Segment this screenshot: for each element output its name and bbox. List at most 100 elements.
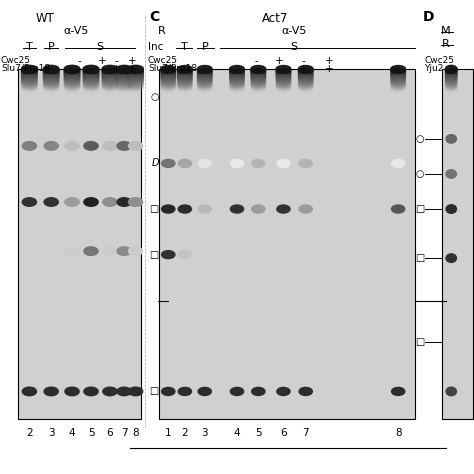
Ellipse shape [299,82,313,89]
Ellipse shape [21,71,37,78]
Ellipse shape [64,80,80,87]
Ellipse shape [102,82,118,89]
Text: S: S [96,42,103,52]
Text: Inc: Inc [148,42,163,52]
Ellipse shape [83,76,99,83]
Ellipse shape [21,74,37,81]
Ellipse shape [83,82,99,89]
Text: α-V5: α-V5 [63,26,89,36]
Ellipse shape [392,205,405,213]
Ellipse shape [21,78,37,84]
Text: +: + [299,64,308,74]
Ellipse shape [44,70,59,77]
Ellipse shape [44,76,59,83]
Ellipse shape [446,69,457,73]
Ellipse shape [277,159,290,167]
Text: -: - [301,56,305,66]
Ellipse shape [64,66,80,73]
Ellipse shape [251,80,265,86]
Ellipse shape [391,75,405,82]
Ellipse shape [299,67,313,73]
Ellipse shape [251,70,265,76]
Ellipse shape [128,142,143,150]
Text: □: □ [415,204,424,214]
Ellipse shape [44,65,59,72]
Ellipse shape [83,80,99,87]
Text: ○: ○ [416,134,424,144]
Ellipse shape [251,74,265,81]
Ellipse shape [21,80,37,87]
Ellipse shape [299,81,313,88]
Text: □: □ [149,386,159,396]
Text: -: - [100,64,104,74]
Ellipse shape [83,78,99,84]
Ellipse shape [178,83,192,90]
Ellipse shape [446,84,457,91]
Ellipse shape [117,67,132,74]
Text: 8: 8 [132,428,139,438]
Ellipse shape [161,70,175,76]
Ellipse shape [230,72,244,79]
Ellipse shape [83,83,99,90]
Ellipse shape [251,73,265,80]
Ellipse shape [230,73,244,80]
Ellipse shape [84,247,98,255]
Ellipse shape [128,81,143,88]
Ellipse shape [102,83,118,90]
Text: 7: 7 [302,428,309,438]
Ellipse shape [299,73,313,80]
Ellipse shape [178,82,192,89]
Ellipse shape [44,78,59,84]
Ellipse shape [178,71,192,77]
Ellipse shape [64,81,80,88]
Ellipse shape [128,83,143,90]
Ellipse shape [178,75,192,82]
Ellipse shape [178,79,192,85]
Ellipse shape [83,79,99,85]
Text: P: P [48,42,55,52]
Ellipse shape [178,78,192,84]
Ellipse shape [65,247,79,255]
Ellipse shape [22,69,37,73]
Ellipse shape [161,77,175,83]
Ellipse shape [276,78,291,84]
Ellipse shape [83,84,99,91]
Text: +: + [325,64,334,74]
Ellipse shape [230,70,244,76]
Ellipse shape [198,82,212,89]
Ellipse shape [391,74,405,81]
Text: Cwc25: Cwc25 [424,56,454,65]
Ellipse shape [21,75,37,82]
Ellipse shape [446,66,457,73]
Ellipse shape [102,71,118,78]
Ellipse shape [251,81,265,88]
Ellipse shape [391,68,405,74]
Ellipse shape [83,69,99,75]
Ellipse shape [446,74,457,81]
Ellipse shape [44,75,59,82]
Ellipse shape [83,71,99,78]
Ellipse shape [128,69,143,75]
Ellipse shape [299,79,313,85]
Ellipse shape [117,69,132,73]
Ellipse shape [391,67,405,73]
Ellipse shape [198,65,212,72]
Ellipse shape [251,68,265,74]
Ellipse shape [299,83,313,90]
Ellipse shape [84,198,98,206]
Text: 1: 1 [165,428,172,438]
Ellipse shape [276,67,291,73]
Ellipse shape [21,84,37,91]
Ellipse shape [391,65,405,72]
Ellipse shape [391,70,405,76]
Ellipse shape [230,82,244,89]
Ellipse shape [446,81,457,88]
Ellipse shape [251,83,265,90]
Ellipse shape [128,79,143,85]
Ellipse shape [276,68,291,74]
Ellipse shape [44,80,59,87]
Text: 4: 4 [234,428,240,438]
Ellipse shape [117,81,132,88]
Text: Slu7/Prp18: Slu7/Prp18 [148,64,197,73]
Ellipse shape [391,73,405,80]
